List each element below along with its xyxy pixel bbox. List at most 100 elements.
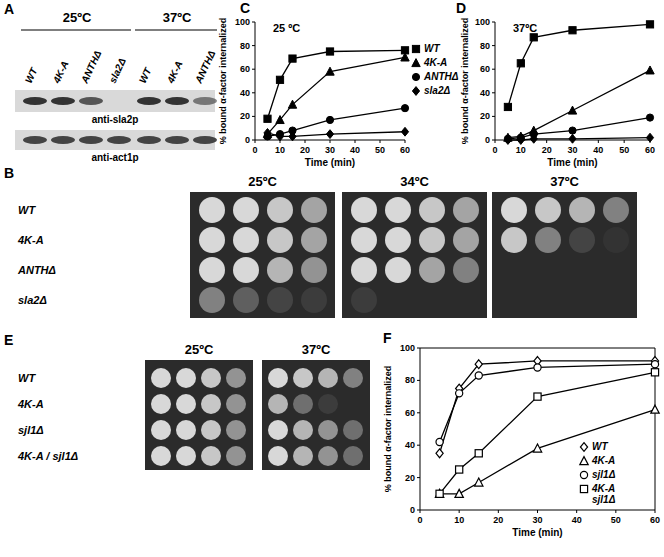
x-tick-label: 40 bbox=[350, 145, 360, 155]
lane-label: ANTHΔ bbox=[78, 49, 103, 86]
strain-label: 4K-A bbox=[17, 234, 44, 246]
point bbox=[326, 130, 333, 139]
y-tick-label: 20 bbox=[405, 473, 415, 483]
spot bbox=[351, 197, 377, 223]
series-line bbox=[508, 70, 650, 137]
band bbox=[51, 97, 75, 105]
y-tick bbox=[252, 69, 255, 70]
spot bbox=[201, 420, 221, 440]
temperature-header: 37ºC bbox=[550, 174, 579, 189]
y-tick-label: 60 bbox=[240, 64, 250, 74]
point bbox=[568, 106, 576, 114]
y-tick bbox=[417, 380, 420, 381]
point bbox=[401, 53, 409, 61]
spot bbox=[301, 257, 327, 283]
band bbox=[51, 136, 75, 144]
point bbox=[475, 360, 482, 369]
point bbox=[534, 393, 541, 400]
legend-line: WT bbox=[424, 43, 440, 54]
x-tick bbox=[495, 140, 496, 143]
x-tick bbox=[405, 140, 406, 143]
spot bbox=[569, 287, 595, 313]
point bbox=[517, 136, 524, 145]
spot bbox=[501, 197, 527, 223]
y-tick bbox=[492, 69, 495, 70]
band bbox=[79, 97, 103, 105]
legend-label: WT bbox=[424, 43, 440, 54]
spot bbox=[268, 420, 288, 440]
point bbox=[264, 115, 271, 122]
x-axis-label: Time (min) bbox=[305, 157, 355, 168]
spot bbox=[453, 257, 479, 283]
group-line bbox=[135, 29, 217, 30]
spot bbox=[535, 287, 561, 313]
series-line bbox=[440, 361, 655, 453]
strain-label: WT bbox=[18, 204, 36, 216]
y-tick bbox=[492, 116, 495, 117]
spot bbox=[233, 197, 259, 223]
point bbox=[533, 444, 541, 452]
series-line bbox=[508, 118, 650, 139]
point bbox=[646, 114, 653, 121]
legend-line: sjl1Δ bbox=[592, 494, 616, 505]
point bbox=[289, 132, 296, 141]
spot bbox=[226, 394, 246, 414]
x-tick bbox=[420, 510, 421, 513]
x-tick-label: 60 bbox=[645, 145, 655, 155]
spot bbox=[233, 287, 259, 313]
x-tick-label: 50 bbox=[375, 145, 385, 155]
point bbox=[530, 134, 537, 143]
point bbox=[517, 60, 524, 67]
temperature-header: 37ºC bbox=[163, 10, 192, 25]
legend-marker bbox=[580, 471, 587, 478]
strain-label: ANTHΔ bbox=[17, 264, 56, 276]
spot bbox=[301, 227, 327, 253]
point bbox=[401, 127, 408, 136]
spot bbox=[176, 394, 196, 414]
y-tick bbox=[417, 412, 420, 413]
y-tick bbox=[492, 45, 495, 46]
x-tick-label: 30 bbox=[532, 515, 542, 525]
point bbox=[276, 116, 284, 124]
y-tick-label: 100 bbox=[400, 343, 415, 353]
spot-assay: EWT4K-Asjl1Δ4K-A / sjl1Δ25ºC37ºC bbox=[4, 332, 370, 470]
legend-marker bbox=[412, 45, 419, 52]
legend-line: 4K-A bbox=[591, 455, 615, 466]
spot bbox=[453, 287, 479, 313]
plate bbox=[190, 192, 335, 318]
y-tick-label: 40 bbox=[240, 88, 250, 98]
antibody-label: anti-sla2p bbox=[92, 114, 139, 125]
spot bbox=[385, 197, 411, 223]
point bbox=[264, 129, 271, 138]
point bbox=[276, 76, 283, 83]
spot bbox=[501, 227, 527, 253]
spot bbox=[151, 420, 171, 440]
lane-label: 4K-A bbox=[50, 59, 70, 86]
spot bbox=[176, 446, 196, 466]
x-tick bbox=[576, 510, 577, 513]
series-line bbox=[268, 57, 406, 134]
spot bbox=[151, 446, 171, 466]
spot bbox=[351, 257, 377, 283]
band bbox=[79, 136, 103, 144]
series-line bbox=[508, 138, 650, 140]
y-tick-label: 0 bbox=[485, 135, 490, 145]
strain-label: sla2Δ bbox=[18, 294, 47, 306]
point bbox=[651, 405, 659, 413]
temperature-header: 25ºC bbox=[63, 10, 92, 25]
spot bbox=[199, 227, 225, 253]
y-tick-label: 80 bbox=[240, 41, 250, 51]
x-tick bbox=[355, 140, 356, 143]
spot bbox=[226, 446, 246, 466]
spot bbox=[419, 287, 445, 313]
legend-label: 4K-A bbox=[591, 455, 615, 466]
x-tick-label: 0 bbox=[417, 515, 422, 525]
band bbox=[165, 97, 189, 105]
x-tick-label: 10 bbox=[516, 145, 526, 155]
legend: WT4K-AANTHΔsla2Δ bbox=[412, 43, 459, 96]
x-axis-label: Time (min) bbox=[547, 157, 597, 168]
figure: C0204060801000102030405060Time (min)% bo… bbox=[0, 0, 664, 557]
x-tick-label: 40 bbox=[572, 515, 582, 525]
spot bbox=[293, 368, 313, 388]
point bbox=[651, 361, 658, 368]
